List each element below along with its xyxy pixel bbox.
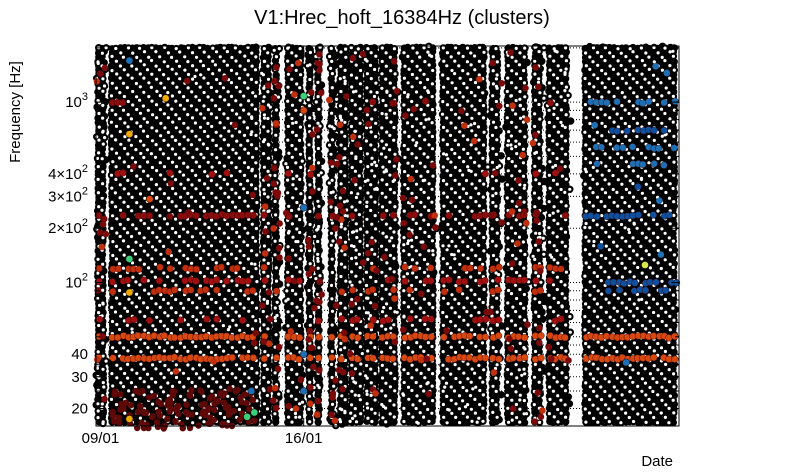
cluster-point xyxy=(356,272,364,280)
data-layer xyxy=(92,42,681,432)
x-axis-label: Date xyxy=(641,453,673,470)
cluster-point xyxy=(314,418,322,426)
y-axis-label: Frequency [Hz] xyxy=(7,61,24,163)
cluster-point xyxy=(272,418,280,426)
chart-title: V1:Hrec_hoft_16384Hz (clusters) xyxy=(254,7,550,29)
